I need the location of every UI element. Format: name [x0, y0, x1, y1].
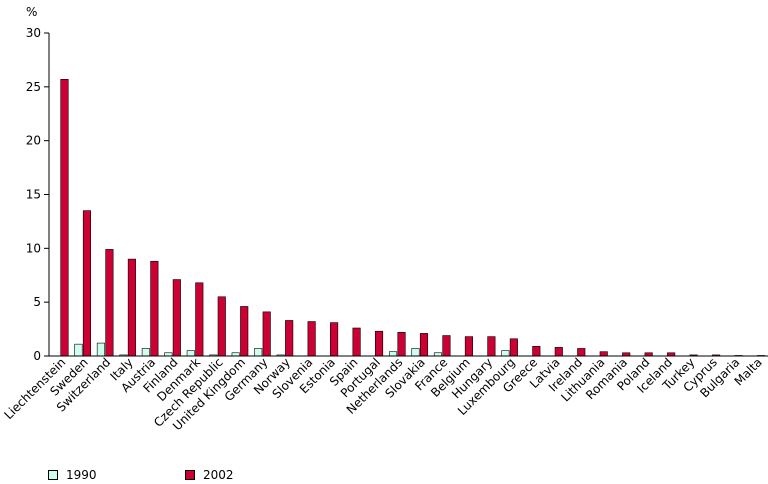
bar-2002-spain — [352, 327, 361, 357]
legend-swatch-2002 — [185, 470, 195, 480]
bar-2002-latvia — [554, 347, 563, 357]
legend-label-1990: 1990 — [66, 468, 97, 482]
bar-2002-italy — [127, 258, 136, 357]
bar-1990-slovakia — [411, 348, 420, 357]
y-axis-ticks: 0 5 10 15 20 25 30 — [26, 26, 49, 363]
legend-swatch-1990 — [48, 470, 58, 480]
bar-2002-united-kingdom — [240, 306, 249, 357]
bars — [60, 79, 766, 357]
y-tick-label: 25 — [26, 80, 41, 94]
bar-2002-austria — [150, 260, 159, 357]
bar-2002-lithuania — [599, 351, 608, 357]
bar-2002-hungary — [487, 336, 496, 357]
bar-2002-czech-republic — [217, 296, 226, 357]
x-axis-labels: LiechtensteinSwedenSwitzerlandItalyAustr… — [1, 355, 764, 433]
legend-item-2002: 2002 — [185, 468, 234, 482]
bar-2002-luxembourg — [509, 338, 518, 357]
bar-2002-belgium — [464, 336, 473, 357]
bar-2002-slovakia — [419, 333, 429, 357]
bar-2002-liechtenstein — [60, 79, 69, 357]
bar-2002-norway — [285, 320, 294, 357]
bar-2002-ireland — [577, 348, 586, 357]
y-tick-label: 10 — [26, 241, 41, 255]
legend-label-2002: 2002 — [203, 468, 234, 482]
bar-2002-greece — [532, 346, 541, 357]
bar-1990-netherlands — [388, 351, 398, 357]
bar-2002-sweden — [82, 210, 91, 357]
y-tick-label: 30 — [26, 26, 41, 40]
bar-2002-switzerland — [105, 249, 114, 357]
bar-1990-denmark — [186, 350, 195, 357]
bar-2002-france — [442, 335, 451, 357]
bar-2002-estonia — [330, 322, 339, 357]
legend-item-1990: 1990 — [48, 468, 97, 482]
bar-1990-switzerland — [96, 342, 105, 357]
y-tick-label: 20 — [26, 134, 41, 148]
y-tick-label: 5 — [33, 295, 41, 309]
bar-1990-luxembourg — [501, 350, 510, 357]
bar-2002-germany — [262, 311, 271, 357]
y-axis-label: % — [26, 5, 37, 19]
bar-2002-netherlands — [397, 332, 406, 357]
bar-2002-denmark — [195, 282, 204, 357]
bar-2002-portugal — [374, 330, 384, 357]
y-tick-label: 15 — [26, 188, 41, 202]
bar-2002-finland — [172, 279, 181, 357]
bar-1990-germany — [254, 348, 263, 357]
bar-2002-slovenia — [307, 321, 316, 357]
bar-1990-sweden — [74, 343, 83, 357]
bar-1990-austria — [141, 348, 150, 357]
y-tick-label: 0 — [33, 349, 41, 363]
